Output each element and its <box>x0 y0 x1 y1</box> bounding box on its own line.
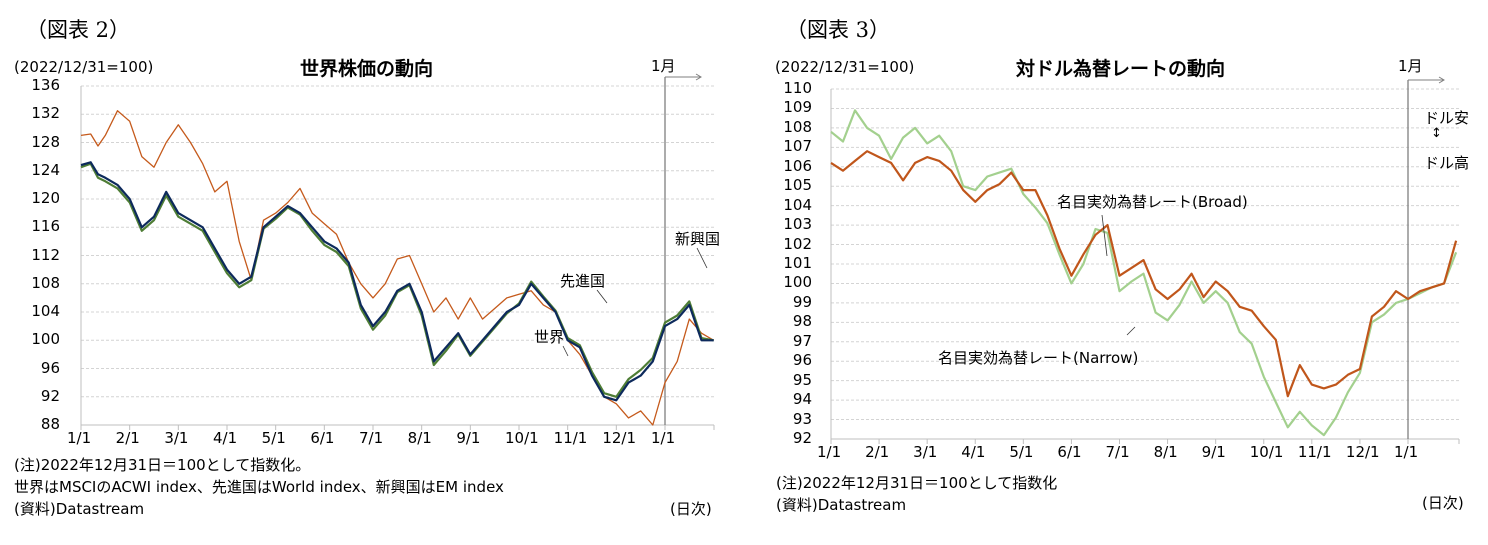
y-tick-label: 97 <box>792 331 812 350</box>
annotation-narrow: 名目実効為替レート(Narrow) <box>938 349 1139 367</box>
right-source: (資料)Datastream <box>776 496 907 514</box>
y-tick-label: 96 <box>40 358 60 377</box>
x-tick-label: 4/1 <box>961 443 986 461</box>
right-figure-label: （図表 3） <box>786 18 891 42</box>
right-unit-label: (2022/12/31=100) <box>775 58 915 76</box>
y-tick-label: 105 <box>783 176 812 195</box>
x-tick-label: 3/1 <box>164 429 189 447</box>
left-figure-label: （図表 2） <box>26 18 131 42</box>
x-tick-label: 1/1 <box>651 429 676 447</box>
annotation-world: 世界 <box>534 328 565 346</box>
y-tick-label: 93 <box>792 409 812 428</box>
x-tick-label: 12/1 <box>602 429 637 447</box>
x-tick-label: 4/1 <box>213 429 238 447</box>
y-tick-label: 88 <box>40 415 60 433</box>
y-tick-label: 94 <box>792 390 812 409</box>
x-tick-label: 9/1 <box>1201 443 1226 461</box>
right-note-1: (注)2022年12月31日＝100として指数化 <box>776 474 1058 492</box>
x-tick-label: 1/1 <box>817 443 842 461</box>
left-note-1: (注)2022年12月31日＝100として指数化。 <box>14 456 311 474</box>
annotation-broad: 名目実効為替レート(Broad) <box>1057 193 1248 211</box>
y-tick-label: 104 <box>783 195 812 214</box>
x-tick-label: 2/1 <box>865 443 890 461</box>
annotation-dollar-strong: ドル高 <box>1424 154 1470 172</box>
y-tick-label: 132 <box>31 104 60 123</box>
x-tick-label: 8/1 <box>407 429 432 447</box>
annotation-dollar-weak: ドル安 <box>1424 109 1470 127</box>
y-tick-label: 112 <box>31 245 60 264</box>
x-tick-label: 6/1 <box>1057 443 1082 461</box>
y-tick-label: 107 <box>783 137 812 156</box>
x-tick-label: 12/1 <box>1345 443 1380 461</box>
x-tick-label: 11/1 <box>553 429 588 447</box>
x-tick-label: 8/1 <box>1153 443 1178 461</box>
y-tick-label: 116 <box>31 217 60 236</box>
y-tick-label: 106 <box>783 156 812 175</box>
x-tick-label: 5/1 <box>261 429 286 447</box>
updown-arrow-icon: ↕ <box>1431 126 1442 141</box>
y-tick-label: 108 <box>783 117 812 136</box>
y-tick-label: 92 <box>792 429 812 447</box>
x-tick-label: 1/1 <box>1394 443 1419 461</box>
left-month-marker: 1月 <box>651 57 676 75</box>
right-chart-title: 対ドル為替レートの動向 <box>1016 58 1226 80</box>
x-tick-label: 3/1 <box>913 443 938 461</box>
x-tick-label: 9/1 <box>456 429 481 447</box>
x-tick-label: 1/1 <box>67 429 92 447</box>
x-tick-label: 7/1 <box>1105 443 1130 461</box>
y-tick-label: 100 <box>783 273 812 292</box>
x-tick-label: 7/1 <box>359 429 384 447</box>
annotation-developed: 先進国 <box>560 272 606 290</box>
x-tick-label: 10/1 <box>505 429 539 447</box>
left-note-2: 世界はMSCIのACWI index、先進国はWorld index、新興国はE… <box>14 478 504 496</box>
x-tick-label: 2/1 <box>115 429 140 447</box>
y-tick-label: 124 <box>31 160 60 179</box>
left-frequency: (日次) <box>670 500 712 518</box>
y-tick-label: 100 <box>31 330 60 349</box>
left-unit-label: (2022/12/31=100) <box>14 58 154 76</box>
left-source: (資料)Datastream <box>14 500 145 518</box>
y-tick-label: 120 <box>31 189 60 207</box>
y-tick-label: 128 <box>31 132 60 151</box>
y-tick-label: 136 <box>31 76 60 94</box>
x-tick-label: 10/1 <box>1249 443 1284 461</box>
y-tick-label: 101 <box>783 254 812 272</box>
x-tick-label: 11/1 <box>1297 443 1332 461</box>
left-chart-plot <box>80 73 715 430</box>
left-chart-title: 世界株価の動向 <box>300 58 434 80</box>
y-tick-label: 103 <box>783 215 812 234</box>
y-tick-label: 102 <box>783 234 812 253</box>
right-frequency: (日次) <box>1422 494 1464 512</box>
y-tick-label: 92 <box>40 386 60 405</box>
right-month-marker: 1月 <box>1398 57 1423 75</box>
y-tick-label: 99 <box>792 292 812 311</box>
annotation-emerging: 新興国 <box>675 230 721 248</box>
y-tick-label: 109 <box>783 98 812 117</box>
y-tick-label: 96 <box>792 351 812 370</box>
y-tick-label: 104 <box>31 302 60 320</box>
x-tick-label: 6/1 <box>310 429 335 447</box>
x-tick-label: 5/1 <box>1009 443 1034 461</box>
y-tick-label: 108 <box>31 273 60 292</box>
y-tick-label: 110 <box>783 79 812 97</box>
y-tick-label: 95 <box>792 370 812 389</box>
y-tick-label: 98 <box>792 312 812 331</box>
